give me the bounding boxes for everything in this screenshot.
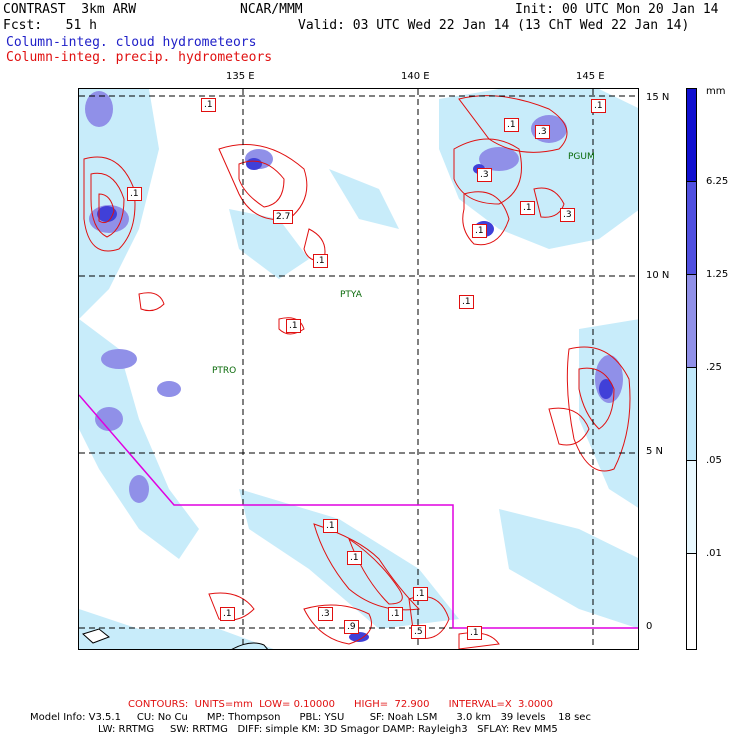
lon-tick-135: 135 E	[226, 71, 255, 82]
contour-label: .1	[591, 99, 606, 113]
contour-label: .1	[127, 187, 142, 201]
colorbar-label-1-25: 1.25	[706, 269, 729, 280]
contour-info: CONTOURS: UNITS=mm LOW= 0.10000 HIGH= 72…	[128, 699, 554, 710]
contour-label: .3	[535, 125, 550, 139]
station-ptya: PTYA	[340, 290, 362, 300]
colorbar-label-0-25: .25	[706, 362, 722, 373]
colorbar-segment-5	[686, 88, 697, 182]
contour-label: .1	[520, 201, 535, 215]
contour-label: .1	[347, 551, 362, 565]
init-time: Init: 00 UTC Mon 20 Jan 14	[515, 2, 719, 17]
colorbar-label-0-05: .05	[706, 455, 722, 466]
contour-label: .1	[413, 587, 428, 601]
contour-label: .3	[560, 208, 575, 222]
lat-tick-15n: 15 N	[646, 92, 670, 103]
colorbar-segment-0	[686, 553, 697, 650]
cloud-shading-light	[79, 89, 638, 649]
center-label: NCAR/MMM	[240, 2, 303, 17]
forecast-hour: Fcst: 51 h	[3, 18, 97, 33]
lat-tick-0: 0	[646, 621, 653, 632]
contour-label: 2.7	[273, 210, 294, 224]
map-graphic	[79, 89, 638, 649]
station-ptro: PTRO	[212, 366, 237, 376]
valid-time: Valid: 03 UTC Wed 22 Jan 14 (13 ChT Wed …	[298, 18, 690, 33]
coastline	[82, 628, 110, 644]
contour-label: .1	[286, 319, 301, 333]
model-title: CONTRAST 3km ARW	[3, 2, 137, 17]
lon-tick-140: 140 E	[401, 71, 430, 82]
colorbar-label-0-01: .01	[706, 548, 722, 559]
contour-label: .9	[344, 620, 359, 634]
colorbar-segment-3	[686, 274, 697, 368]
contour-label: .3	[477, 168, 492, 182]
lat-tick-10n: 10 N	[646, 270, 670, 281]
model-info-line1: Model Info: V3.5.1 CU: No Cu MP: Thompso…	[30, 712, 591, 723]
contour-label: .1	[459, 295, 474, 309]
lon-tick-145: 145 E	[576, 71, 605, 82]
contour-label: .1	[472, 224, 487, 238]
station-pgum: PGUM	[568, 152, 595, 162]
model-info-line2: LW: RRTMG SW: RRTMG DIFF: simple KM: 3D …	[98, 724, 558, 735]
colorbar-segment-4	[686, 181, 697, 275]
contour-label: .1	[313, 254, 328, 268]
colorbar-label-6-25: 6.25	[706, 176, 729, 187]
precip-contours	[83, 95, 631, 649]
lat-lon-grid	[79, 89, 638, 649]
contour-label: .3	[318, 607, 333, 621]
contour-label: .1	[220, 607, 235, 621]
domain-boundary	[79, 394, 638, 629]
contour-label: .1	[467, 626, 482, 640]
colorbar-segment-2	[686, 367, 697, 461]
field-precip-label: Column-integ. precip. hydrometeors	[6, 50, 273, 65]
contour-label: .1	[323, 519, 338, 533]
colorbar-segment-1	[686, 460, 697, 554]
contour-label: .5	[411, 625, 426, 639]
colorbar-unit: mm	[706, 86, 726, 97]
map-panel: .1 .1 .3 .1 .1 .3 .1 2.7 .1 .1 .1 .3 .1 .1 .1 .1 .1 .3 .9.…	[78, 88, 639, 650]
field-cloud-label: Column-integ. cloud hydrometeors	[6, 35, 257, 50]
contour-label: .1	[504, 118, 519, 132]
contour-label: .1	[201, 98, 216, 112]
lat-tick-5n: 5 N	[646, 446, 664, 457]
contour-label: .1	[388, 607, 403, 621]
